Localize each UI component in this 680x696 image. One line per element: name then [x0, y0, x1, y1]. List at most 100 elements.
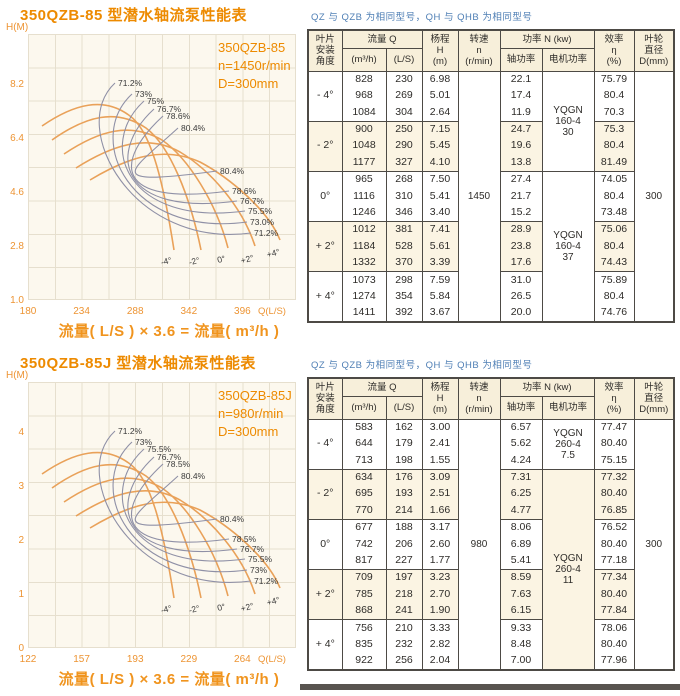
chart-legend: 350QZB-85 n=1450r/min D=300mm [218, 40, 291, 91]
efficiency-cell: 75.79 [593, 70, 635, 88]
flow-m3h-cell: 968 [341, 87, 387, 105]
efficiency-contour [127, 456, 238, 552]
motor-power-cell: YQGN 260-4 11 [541, 468, 595, 671]
model-equivalence-note: QZ 与 QZB 为相同型号，QH 与 QHB 为相同型号 [311, 360, 533, 371]
flow-m3h-cell: 1084 [341, 104, 387, 122]
y-tick: 1.0 [10, 295, 24, 306]
header-blade-angle: 叶片 安装 角度 [307, 377, 343, 420]
shaft-power-cell: 5.62 [499, 435, 543, 453]
impeller-diameter-cell: 300 [633, 418, 675, 671]
efficiency-cell: 80.40 [593, 586, 635, 603]
section-350qzb-85: 350QZB-85 型潜水轴流泵性能表 QZ 与 QZB 为相同型号，QH 与 … [6, 7, 676, 340]
flow-m3h-cell: 817 [341, 552, 387, 570]
flow-ls-cell: 198 [385, 452, 423, 470]
x-axis-unit: Q(L/S) [258, 306, 286, 317]
legend-line: D=300mm [218, 76, 278, 91]
blade-angle-cell: + 2° [307, 569, 343, 620]
flow-m3h-cell: 1411 [341, 304, 387, 323]
efficiency-cell: 76.52 [593, 518, 635, 537]
efficiency-cell: 80.4 [593, 87, 635, 105]
shaft-power-cell: 6.15 [499, 602, 543, 620]
efficiency-label-right: 73.0% [250, 217, 275, 227]
flow-m3h-cell: 770 [341, 502, 387, 520]
efficiency-contour [98, 82, 252, 235]
efficiency-cell: 80.40 [593, 486, 635, 503]
angle-curve-label: +2° [240, 601, 255, 614]
performance-table-body: - 4° 583 162 3.00 980 6.57 YQGN 260-4 7.5 77.47… [307, 418, 675, 671]
flow-m3h-cell: 1073 [341, 271, 387, 289]
efficiency-label-right: 76.7% [240, 544, 265, 554]
header-head: 杨程 H (m) [421, 377, 459, 420]
y-tick: 8.2 [10, 79, 24, 90]
x-tick: 234 [73, 306, 90, 317]
angle-curve-label: -4° [160, 603, 173, 615]
head-cell: 1.77 [421, 552, 459, 570]
efficiency-contour [134, 127, 218, 178]
blade-angle-cell: - 4° [307, 418, 343, 470]
header-speed: 转速 n (r/min) [457, 377, 501, 420]
section-title: 350QZB-85J 型潜水轴流泵性能表 [20, 355, 256, 372]
header-head: 杨程 H (m) [421, 29, 459, 72]
blade-angle-cell: 0° [307, 170, 343, 222]
flow-m3h-cell: 742 [341, 536, 387, 553]
flow-ls-cell: 206 [385, 536, 423, 553]
flow-ls-cell: 227 [385, 552, 423, 570]
flow-ls-cell: 197 [385, 569, 423, 587]
flow-ls-cell: 269 [385, 87, 423, 105]
flow-ls-cell: 230 [385, 70, 423, 88]
efficiency-cell: 77.18 [593, 552, 635, 570]
flow-m3h-cell: 756 [341, 619, 387, 637]
header-blade-angle: 叶片 安装 角度 [307, 29, 343, 72]
y-tick: 3 [18, 481, 24, 492]
flow-ls-cell: 214 [385, 502, 423, 520]
flow-m3h-cell: 835 [341, 636, 387, 653]
efficiency-cell: 81.49 [593, 154, 635, 172]
legend-line: D=300mm [218, 424, 278, 439]
y-axis-label: H(M) [6, 370, 29, 381]
flow-ls-cell: 218 [385, 586, 423, 603]
angle-curve-label: -2° [188, 255, 201, 267]
shaft-power-cell: 24.7 [499, 120, 543, 139]
y-axis-label: H(M) [6, 22, 29, 33]
efficiency-cell: 75.3 [593, 120, 635, 139]
angle-curve [89, 153, 281, 241]
header-flow-m3h: (m³/h) [341, 47, 387, 72]
blade-angle-cell: - 2° [307, 468, 343, 520]
shaft-power-cell: 4.77 [499, 502, 543, 520]
performance-chart: H(M) 4 3 2 1 0 71.2% [4, 370, 304, 696]
head-cell: 3.67 [421, 304, 459, 323]
speed-cell: 1450 [457, 70, 501, 323]
flow-ls-cell: 193 [385, 486, 423, 503]
angle-curve-label: +4° [266, 247, 281, 260]
shaft-power-cell: 13.8 [499, 154, 543, 172]
efficiency-label-right: 80.4% [220, 166, 245, 176]
flow-ls-cell: 310 [385, 188, 423, 205]
efficiency-cell: 75.89 [593, 271, 635, 289]
efficiency-label-top: 76.7% [157, 104, 182, 114]
head-cell: 3.00 [421, 418, 459, 436]
shaft-power-cell: 5.41 [499, 552, 543, 570]
head-cell: 1.90 [421, 602, 459, 620]
efficiency-contour [131, 463, 230, 543]
flow-m3h-cell: 868 [341, 602, 387, 620]
efficiency-cell: 80.4 [593, 138, 635, 155]
speed-cell: 980 [457, 418, 501, 671]
shaft-power-cell: 17.4 [499, 87, 543, 105]
shaft-power-cell: 6.89 [499, 536, 543, 553]
shaft-power-cell: 19.6 [499, 138, 543, 155]
flow-m3h-cell: 1048 [341, 138, 387, 155]
flow-ls-cell: 290 [385, 138, 423, 155]
efficiency-cell: 80.40 [593, 435, 635, 453]
flow-m3h-cell: 1274 [341, 288, 387, 305]
blade-angle-cell: + 2° [307, 221, 343, 272]
flow-ls-cell: 304 [385, 104, 423, 122]
head-cell: 3.33 [421, 619, 459, 637]
flow-m3h-cell: 1116 [341, 188, 387, 205]
header-impeller-diameter: 叶轮 直径 D(mm) [633, 29, 675, 72]
chart-legend: 350QZB-85J n=980r/min D=300mm [218, 388, 292, 439]
blade-angle-cell: - 2° [307, 120, 343, 172]
angle-curve [51, 115, 202, 251]
model-equivalence-note: QZ 与 QZB 为相同型号，QH 与 QHB 为相同型号 [311, 12, 533, 23]
angle-curve [75, 141, 256, 247]
head-cell: 2.51 [421, 486, 459, 503]
